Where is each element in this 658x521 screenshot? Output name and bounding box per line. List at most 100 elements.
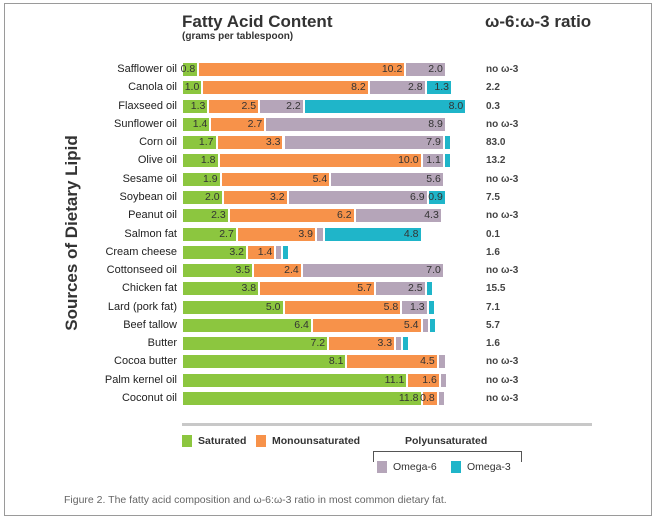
ratio-value: 0.3 <box>486 100 500 112</box>
bar-value-label: 1.8 <box>200 154 216 167</box>
bar-omega-3: 8.0 <box>304 99 466 113</box>
bar-saturated: 11.8 <box>183 392 421 406</box>
bar-omega-6: 5.6 <box>331 172 443 186</box>
category-label: Peanut oil <box>128 209 177 222</box>
bar-monounsaturated: 3.9 <box>237 227 315 241</box>
bar-monounsaturated: 5.8 <box>284 300 401 314</box>
bar-value-label: 8.9 <box>428 117 443 130</box>
ratio-value: 15.5 <box>486 283 506 295</box>
bar-value-label: 10.2 <box>381 63 403 75</box>
bar-omega-6: 6.9 <box>288 190 427 204</box>
bar-value-label: 3.9 <box>298 227 313 240</box>
bar-saturated: 2.0 <box>183 190 222 204</box>
bar-value-label: 2.5 <box>407 282 423 295</box>
bar-saturated: 8.1 <box>183 355 346 369</box>
bar-monounsaturated: 1.4 <box>247 245 275 259</box>
bar-value-label: 11.1 <box>384 373 405 386</box>
legend-poly: Polyunsaturated <box>405 435 488 447</box>
bar-monounsaturated: 2.4 <box>254 264 301 278</box>
category-label: Olive oil <box>137 154 177 167</box>
bar-value-label: 6.2 <box>336 209 352 222</box>
ratio-value: no ω-3 <box>486 64 519 75</box>
bar-monounsaturated: 5.7 <box>260 282 374 296</box>
bar-value-label: 1.4 <box>192 117 208 130</box>
ratio-value: no ω-3 <box>486 356 519 368</box>
bar-monounsaturated: 5.4 <box>221 172 330 186</box>
category-label: Butter <box>147 337 177 350</box>
bar-value-label: 1.1 <box>426 154 441 167</box>
bar-saturated: 3.8 <box>183 282 259 296</box>
bar-value-label: 1.9 <box>202 172 218 185</box>
ratio-value: 13.2 <box>486 155 506 167</box>
bar-omega-6 <box>276 245 282 259</box>
bar-value-label: 5.6 <box>426 172 441 185</box>
bar-saturated: 1.7 <box>183 136 216 150</box>
bar-value-label: 2.0 <box>428 63 443 75</box>
category-label: Soybean oil <box>119 190 178 203</box>
legend-omega6: Omega-6 <box>393 461 437 473</box>
ratio-value: 7.5 <box>486 191 500 203</box>
bar-value-label: 8.2 <box>351 81 366 94</box>
bar-value-label: 7.9 <box>426 136 441 149</box>
bar-monounsaturated: 3.2 <box>223 190 287 204</box>
bar-value-label: 3.3 <box>377 337 393 350</box>
bar-value-label: 1.0 <box>184 81 200 94</box>
bar-monounsaturated: 2.7 <box>211 117 265 131</box>
bar-value-label: 11.8 <box>398 392 419 405</box>
bar-value-label: 0.8 <box>420 392 435 405</box>
bar-value-label: 10.0 <box>398 154 419 167</box>
bar-monounsaturated: 1.6 <box>408 373 439 387</box>
bar-saturated: 3.2 <box>183 245 246 259</box>
category-label: Flaxseed oil <box>118 99 177 112</box>
legend-swatch-omega3 <box>451 461 461 473</box>
bar-value-label: 0.9 <box>428 190 443 203</box>
bar-value-label: 4.8 <box>403 227 419 240</box>
bar-value-label: 2.0 <box>204 190 220 203</box>
bar-omega-6: 2.8 <box>369 81 425 95</box>
bar-omega-3: 0.9 <box>428 190 445 204</box>
bar-value-label: 2.8 <box>407 81 423 94</box>
bar-saturated: 1.8 <box>183 154 218 168</box>
bar-omega-6 <box>422 318 428 332</box>
ratio-value: no ω-3 <box>486 173 519 185</box>
legend-swatch-saturated <box>182 435 192 447</box>
bar-value-label: 1.3 <box>410 300 425 313</box>
bar-monounsaturated: 4.5 <box>347 355 437 369</box>
ratio-value: 1.6 <box>486 246 500 258</box>
bar-omega-6: 7.9 <box>284 136 443 150</box>
bar-omega-3: 4.8 <box>325 227 421 241</box>
category-label: Safflower oil <box>117 63 177 75</box>
bar-value-label: 2.7 <box>219 227 234 240</box>
ratio-value: 83.0 <box>486 137 506 149</box>
bar-omega-6: 2.2 <box>260 99 303 113</box>
bar-value-label: 1.4 <box>257 245 273 258</box>
bar-saturated: 0.8 <box>180 63 198 76</box>
bar-saturated: 6.4 <box>183 318 311 332</box>
bar-value-label: 1.7 <box>198 136 214 149</box>
bar-omega-6: 8.9 <box>266 117 445 131</box>
bar-value-label: 3.8 <box>241 282 257 295</box>
bar-value-label: 5.0 <box>265 300 281 313</box>
ratio-value: no ω-3 <box>486 265 519 277</box>
bar-monounsaturated: 10.2 <box>199 63 405 76</box>
bar-value-label: 1.3 <box>190 99 206 112</box>
bar-value-label: 0.8 <box>180 63 196 75</box>
category-label: Sunflower oil <box>114 117 177 130</box>
bar-value-label: 6.4 <box>294 318 309 331</box>
bar-value-label: 4.3 <box>424 209 439 222</box>
bar-monounsaturated: 10.0 <box>219 154 421 168</box>
bar-value-label: 3.5 <box>235 264 251 277</box>
bar-value-label: 5.7 <box>357 282 372 295</box>
legend-swatch-omega6 <box>377 461 387 473</box>
bar-value-label: 7.2 <box>310 337 326 350</box>
legend-bracket <box>373 451 522 462</box>
bar-monounsaturated: 0.8 <box>420 392 437 406</box>
bar-value-label: 5.4 <box>312 172 328 185</box>
chart-title: Fatty Acid Content <box>182 12 333 31</box>
bar-saturated: 2.3 <box>183 209 228 223</box>
bar-omega-6: 1.1 <box>422 154 443 168</box>
category-label: Coconut oil <box>121 392 177 405</box>
category-label: Chicken fat <box>121 282 177 295</box>
bar-value-label: 5.8 <box>383 300 399 313</box>
bar-value-label: 8.1 <box>328 355 344 368</box>
